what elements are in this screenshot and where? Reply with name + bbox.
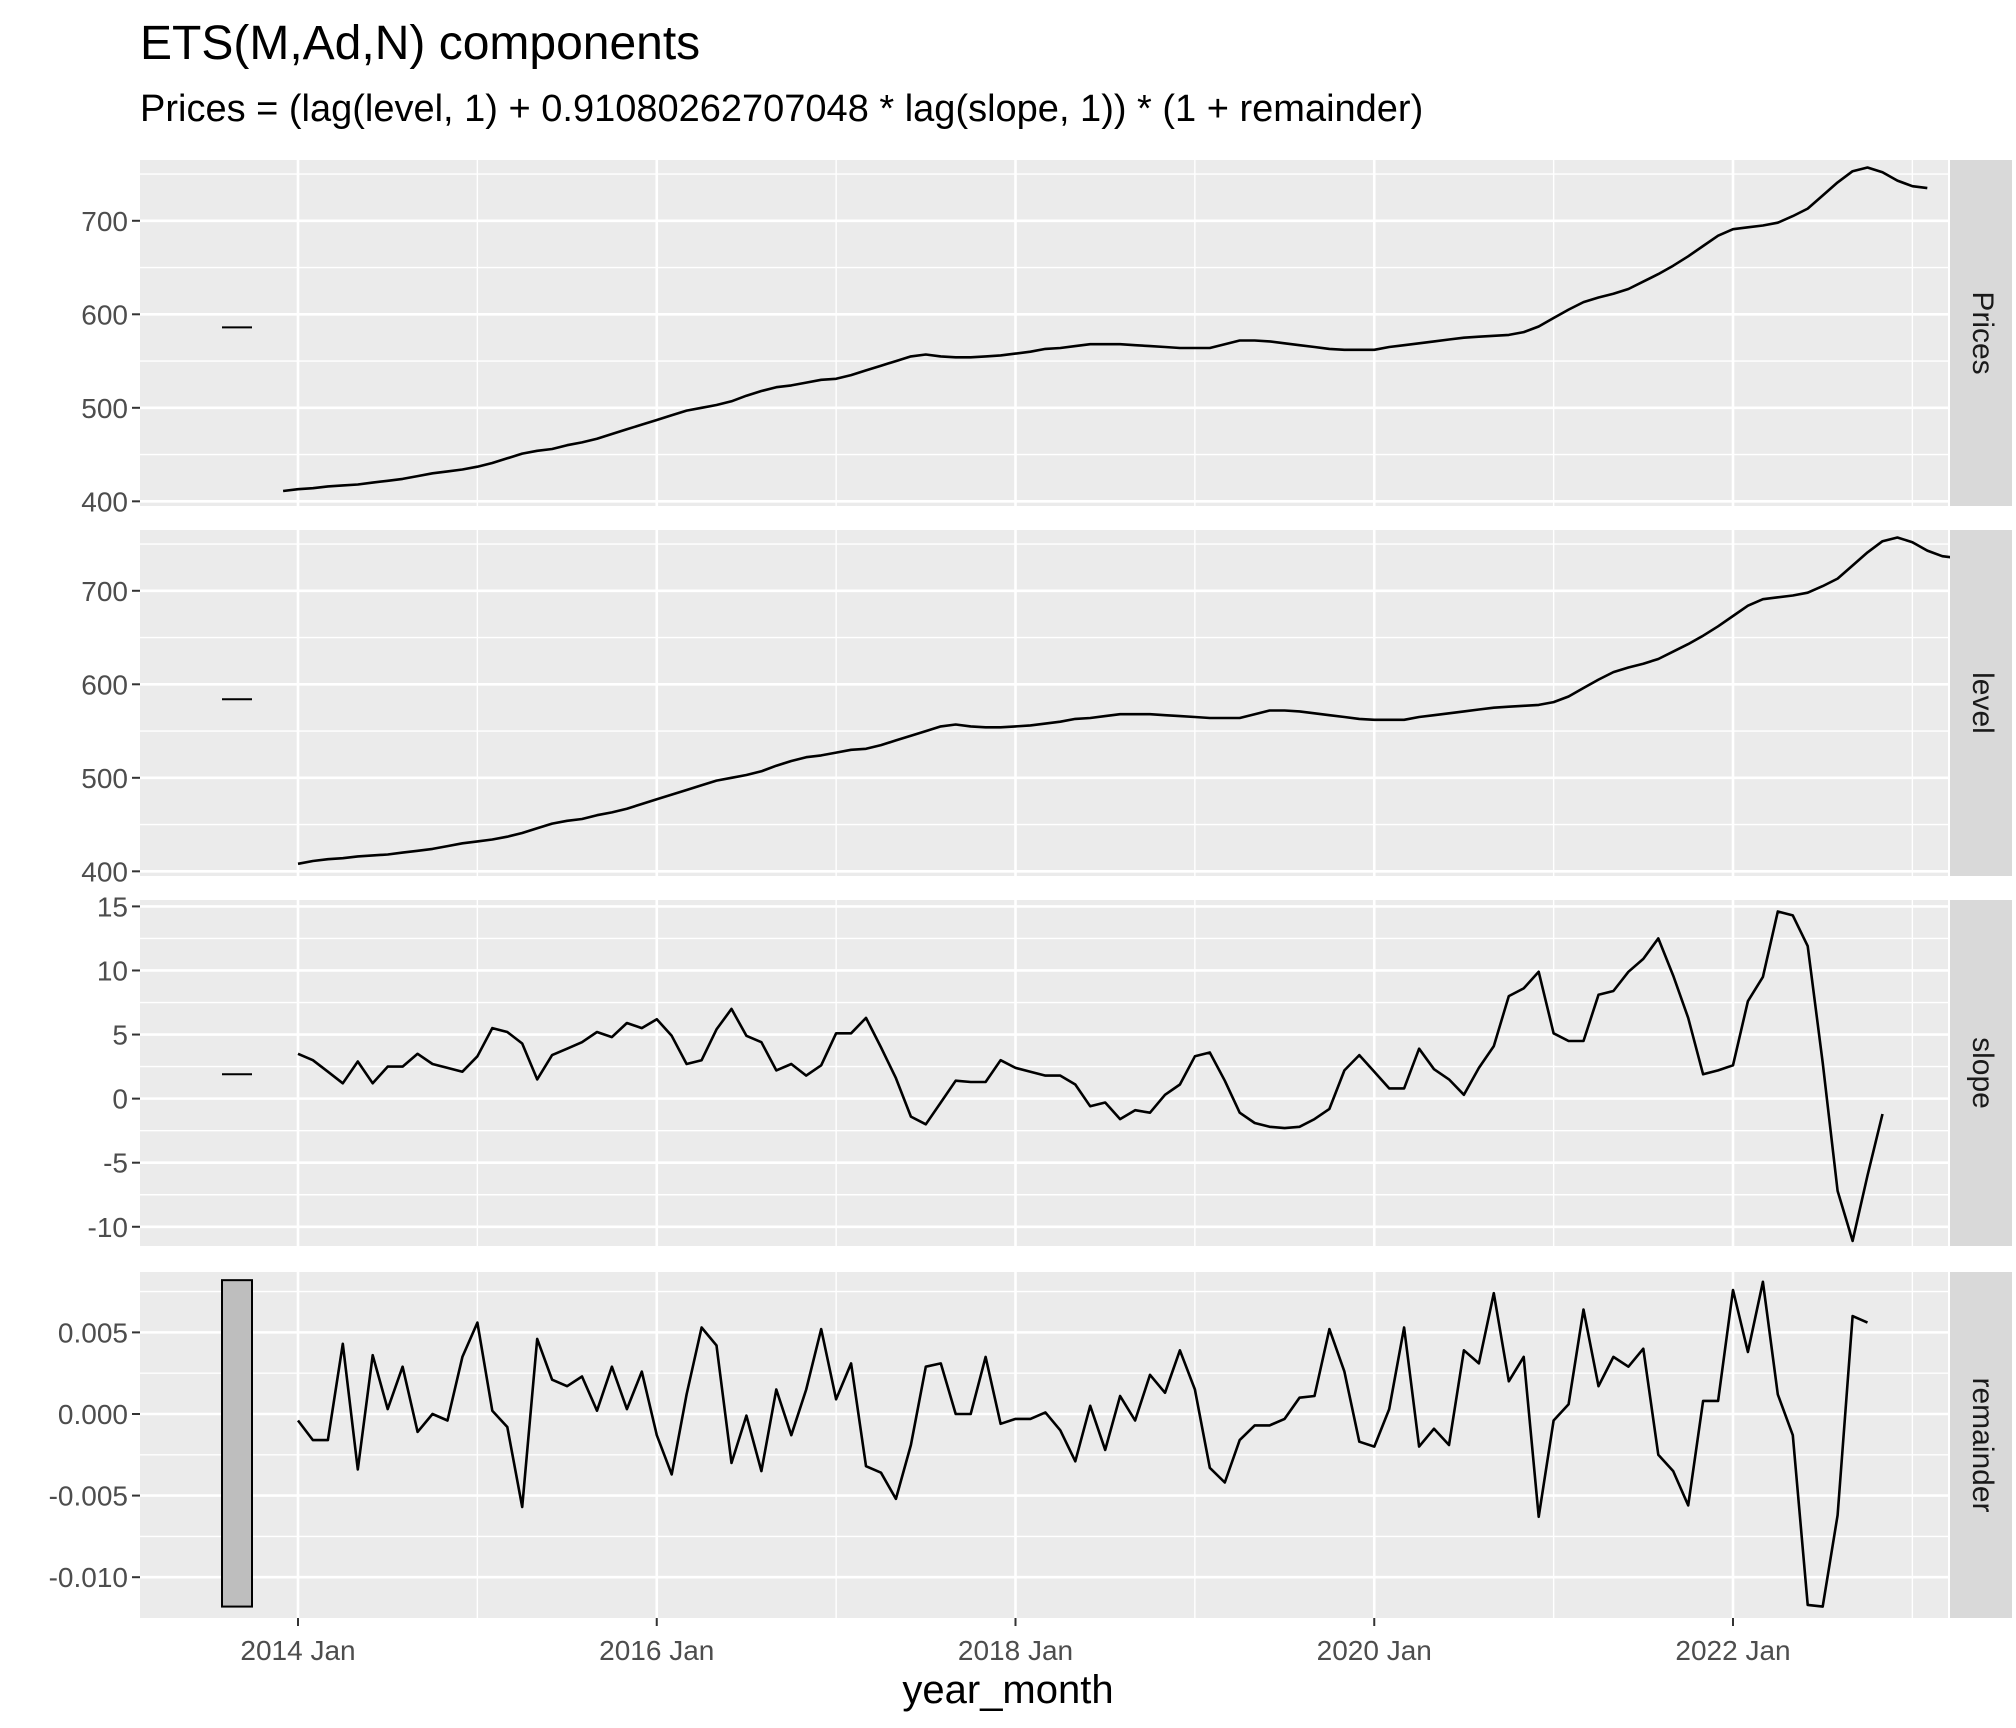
y-tick-label: 400: [81, 486, 128, 517]
scale-bar: [221, 1279, 253, 1608]
series-line-Prices: [282, 166, 1928, 493]
y-tick-label: -0.010: [49, 1562, 128, 1593]
x-tick-label: 2022 Jan: [1675, 1635, 1790, 1666]
strip-label: slope: [1966, 1037, 1999, 1109]
panel-remainder: [140, 1272, 1948, 1618]
y-tick-label: -5: [103, 1148, 128, 1179]
series-line-remainder: [296, 1280, 1869, 1608]
y-tick-label: 700: [81, 576, 128, 607]
y-tick-label: 5: [112, 1020, 128, 1051]
x-tick-label: 2020 Jan: [1317, 1635, 1432, 1666]
y-tick-label: 500: [81, 393, 128, 424]
strip-label: Prices: [1966, 291, 1999, 374]
strip-label: level: [1966, 672, 1999, 734]
y-tick-label: 10: [97, 955, 128, 986]
y-tick-label: 15: [97, 891, 128, 922]
y-tick-label: 0.000: [58, 1399, 128, 1430]
y-tick-label: -10: [88, 1212, 128, 1243]
y-tick-label: -0.005: [49, 1481, 128, 1512]
y-tick-label: 400: [81, 856, 128, 887]
chart-title: ETS(M,Ad,N) components: [140, 17, 701, 70]
y-tick-label: 0: [112, 1084, 128, 1115]
y-tick-label: 0.005: [58, 1317, 128, 1348]
strip-remainder: [1950, 1272, 2012, 1618]
x-axis-label: year_month: [902, 1668, 1114, 1712]
x-tick-label: 2016 Jan: [599, 1635, 714, 1666]
panel-level: [140, 530, 1948, 876]
strip-label: remainder: [1966, 1377, 1999, 1512]
series-line-level: [297, 536, 1958, 866]
panel-slope: [140, 900, 1948, 1246]
x-tick-label: 2014 Jan: [240, 1635, 355, 1666]
x-tick-label: 2018 Jan: [958, 1635, 1073, 1666]
panel-Prices: [140, 160, 1948, 506]
strip-level: [1950, 530, 2012, 876]
y-tick-label: 700: [81, 206, 128, 237]
chart-subtitle: Prices = (lag(level, 1) + 0.910802627070…: [140, 88, 1424, 130]
y-tick-label: 600: [81, 299, 128, 330]
y-tick-label: 500: [81, 763, 128, 794]
series-line-slope: [297, 910, 1884, 1243]
strip-slope: [1950, 900, 2012, 1246]
y-tick-label: 600: [81, 669, 128, 700]
strip-Prices: [1950, 160, 2012, 506]
